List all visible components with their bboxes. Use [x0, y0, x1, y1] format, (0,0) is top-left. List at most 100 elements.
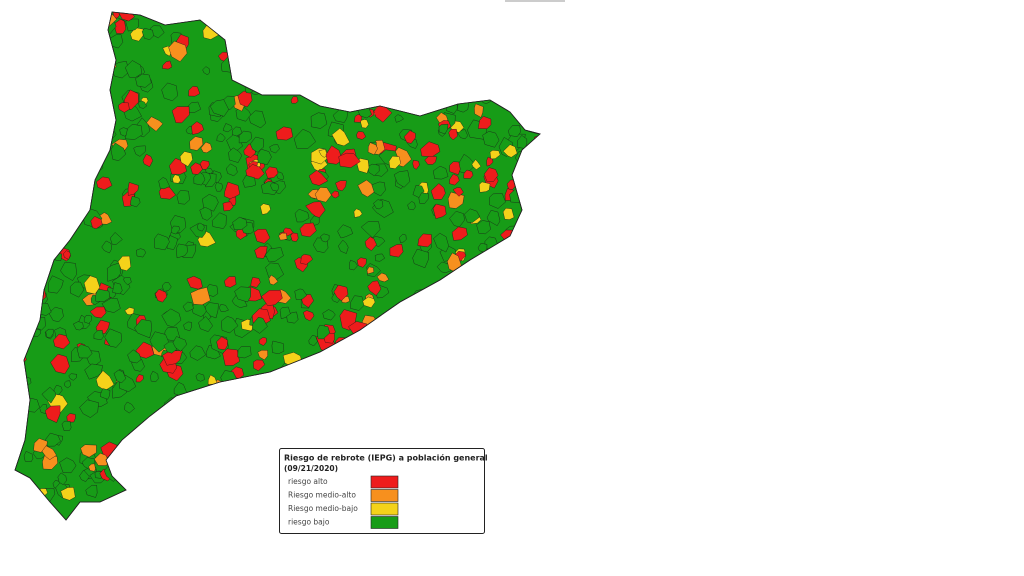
- municipality: [24, 301, 32, 309]
- municipality: [89, 74, 105, 89]
- municipality: [195, 373, 205, 382]
- municipality: [368, 21, 382, 36]
- municipality: [372, 12, 387, 25]
- municipality: [401, 299, 416, 311]
- municipality: [487, 504, 501, 516]
- municipality: [415, 390, 426, 401]
- municipality: [63, 380, 72, 389]
- municipality: [483, 502, 502, 519]
- municipality: [234, 286, 252, 303]
- municipality: [171, 406, 188, 420]
- municipality: [278, 29, 289, 43]
- municipality: [425, 380, 447, 402]
- municipality: [269, 68, 279, 77]
- municipality: [312, 12, 328, 25]
- municipality: [362, 392, 381, 413]
- municipality: [219, 395, 232, 409]
- municipality: [191, 121, 204, 135]
- municipality: [447, 85, 456, 96]
- municipality: [182, 301, 194, 312]
- municipality: [333, 12, 341, 19]
- municipality: [407, 201, 416, 211]
- municipality: [257, 148, 272, 165]
- municipality: [148, 457, 160, 469]
- municipality: [307, 365, 321, 382]
- municipality: [23, 451, 34, 463]
- legend-label: Riesgo medio-bajo: [288, 504, 358, 513]
- legend-label: riesgo alto: [288, 477, 328, 486]
- municipality: [474, 436, 483, 446]
- municipality: [404, 345, 413, 355]
- municipality: [124, 307, 135, 316]
- municipality: [186, 275, 203, 290]
- municipality: [214, 182, 224, 192]
- municipality: [430, 183, 446, 200]
- municipality: [461, 401, 473, 412]
- municipality: [447, 416, 465, 433]
- territory-border: [14, 11, 541, 521]
- municipality: [176, 243, 188, 259]
- municipality: [498, 286, 510, 296]
- legend-label: riesgo bajo: [288, 518, 330, 527]
- municipality: [449, 161, 461, 175]
- municipality: [476, 300, 484, 311]
- municipality: [245, 164, 265, 180]
- municipality: [386, 78, 399, 90]
- municipality: [136, 248, 147, 258]
- municipality: [210, 99, 229, 117]
- municipality: [79, 399, 99, 418]
- municipality: [164, 415, 182, 432]
- municipality: [355, 429, 372, 446]
- municipality: [18, 486, 31, 500]
- municipality: [148, 448, 168, 465]
- municipality: [489, 193, 506, 209]
- municipality: [327, 389, 344, 408]
- municipality: [337, 78, 357, 101]
- municipality: [290, 232, 299, 242]
- municipality: [400, 358, 416, 376]
- municipality: [118, 102, 130, 113]
- municipality: [253, 228, 271, 244]
- municipality: [117, 255, 132, 271]
- municipality: [260, 442, 278, 460]
- municipality: [212, 423, 229, 440]
- municipality: [124, 401, 135, 414]
- municipality: [352, 379, 371, 396]
- municipality: [49, 54, 60, 63]
- municipality: [314, 375, 327, 389]
- municipality: [148, 511, 158, 520]
- municipality: [482, 44, 498, 61]
- municipality: [448, 128, 458, 141]
- municipality: [162, 502, 177, 517]
- municipality: [124, 123, 143, 140]
- municipality: [191, 12, 211, 22]
- municipality: [337, 224, 354, 239]
- municipality: [189, 136, 204, 151]
- municipality: [389, 322, 400, 333]
- municipality: [417, 433, 430, 442]
- municipality: [71, 22, 91, 38]
- municipality: [412, 41, 431, 56]
- municipality: [300, 254, 313, 265]
- municipality: [32, 204, 44, 214]
- municipality: [418, 192, 430, 205]
- municipality: [311, 27, 324, 39]
- municipality: [15, 89, 24, 102]
- municipality: [20, 312, 39, 329]
- municipality: [431, 394, 441, 405]
- municipality: [410, 294, 428, 307]
- municipality: [130, 27, 144, 42]
- municipality: [229, 435, 247, 454]
- municipality: [486, 156, 494, 167]
- municipality: [122, 490, 138, 509]
- municipality: [517, 430, 540, 449]
- municipality: [226, 418, 236, 428]
- municipality: [164, 12, 175, 17]
- municipality: [154, 233, 170, 251]
- municipality: [85, 484, 98, 498]
- municipality: [412, 366, 428, 383]
- municipality: [336, 49, 348, 65]
- municipality: [176, 189, 190, 205]
- municipality: [188, 86, 201, 97]
- municipality: [516, 471, 530, 486]
